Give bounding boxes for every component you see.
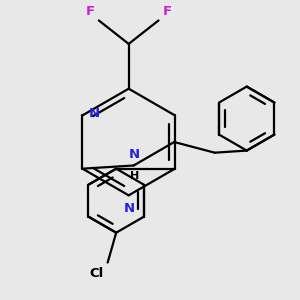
- Text: Cl: Cl: [89, 267, 103, 280]
- Text: N: N: [88, 107, 100, 120]
- Text: F: F: [85, 5, 94, 18]
- Text: F: F: [163, 5, 172, 18]
- Text: N: N: [129, 148, 140, 161]
- Text: H: H: [130, 171, 140, 181]
- Text: N: N: [124, 202, 135, 215]
